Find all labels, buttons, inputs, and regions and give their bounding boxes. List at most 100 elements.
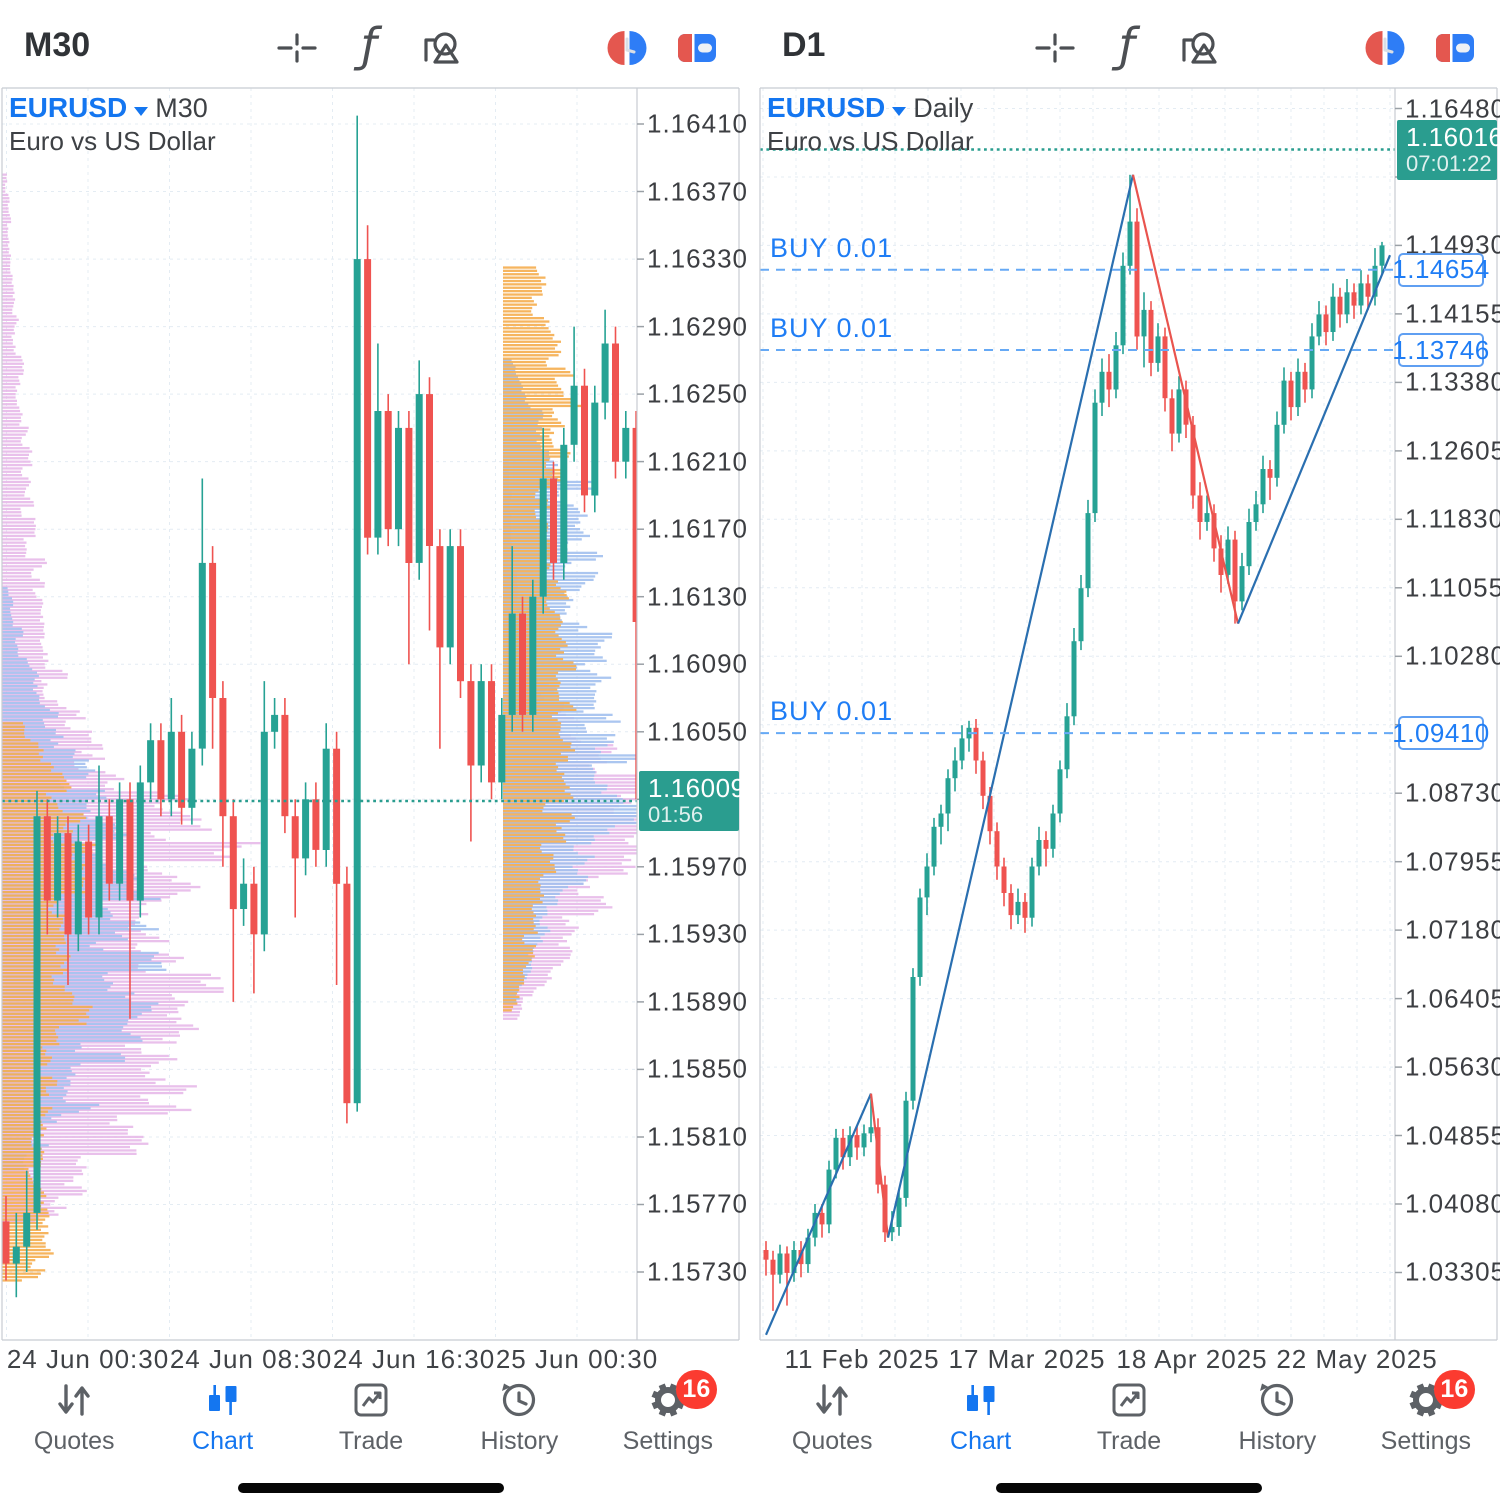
symbol-description: Euro vs US Dollar [767,126,974,156]
svg-text:BUY 0.01: BUY 0.01 [770,696,893,726]
price-axis-label: 1.15850 [647,1053,748,1084]
candlestick-chart[interactable]: BUY 0.01 BUY 0.01 BUY 0.01 [758,0,1500,1360]
chart-panel-m30: M30 ƒ 1.16410 1.16370 1.16330 1.16290 1.1625… [0,0,747,1510]
price-axis-label: 1.15930 [647,918,748,949]
indicators-icon[interactable]: ƒ [1103,24,1151,72]
crosshair-icon[interactable] [1031,24,1079,72]
time-axis-label: 11 Feb 2025 [784,1344,940,1374]
time-axis-label: 17 Mar 2025 [948,1344,1106,1374]
crosshair-icon[interactable] [273,24,321,72]
grid [760,88,1395,1340]
volume-profile-overlay [2,173,637,1282]
tab-settings[interactable]: Settings 16 [594,1370,742,1456]
tab-trade[interactable]: Trade [1055,1376,1203,1456]
order-price-box[interactable]: 1.09410 [1392,716,1489,751]
chevron-down-icon [892,107,907,117]
tab-history[interactable]: History [1203,1376,1351,1456]
price-axis-label: 1.16130 [647,581,748,612]
symbol-name[interactable]: EURUSD [767,92,886,123]
notification-badge: 16 [1433,1370,1475,1409]
symbol-legend[interactable]: EURUSD M30 Euro vs US Dollar [9,92,216,157]
candlesticks [2,115,637,1298]
time-axis-label: 18 Apr 2025 [1116,1344,1268,1374]
symbol-description: Euro vs US Dollar [9,126,216,156]
price-axis-label: 1.15770 [647,1188,748,1219]
quotes-icon [58,1384,90,1416]
time-axis-label: 24 Jun 08:30 [169,1344,333,1374]
time-axis-label: 22 May 2025 [1276,1344,1438,1374]
split-window-icon[interactable] [673,24,721,72]
home-indicator[interactable] [238,1483,504,1493]
price-axis-label: 1.16370 [647,176,748,207]
price-axis-label: 1.16330 [647,243,748,274]
price-axis-label: 1.16090 [647,648,748,679]
objects-icon[interactable] [418,24,466,72]
tab-quotes[interactable]: Quotes [0,1376,148,1456]
buy-order-lines: BUY 0.01 BUY 0.01 BUY 0.01 [760,233,1395,735]
price-axis-label: 1.08730 [1405,777,1500,808]
split-clock-icon[interactable] [603,24,651,72]
price-axis-label: 1.03305 [1405,1256,1500,1287]
chart-icon [208,1385,237,1415]
home-indicator[interactable] [996,1483,1262,1493]
price-axis-label: 1.11830 [1405,503,1500,534]
price-axis-label: 1.06405 [1405,983,1500,1014]
price-axis-label: 1.15890 [647,986,748,1017]
grid [2,88,637,1340]
tab-history[interactable]: History [445,1376,593,1456]
price-axis-label: 1.11055 [1405,572,1500,603]
page-title: M30 [24,26,91,64]
svg-text:BUY 0.01: BUY 0.01 [770,313,893,343]
chart-frame [1,87,740,1341]
history-icon [1260,1383,1294,1417]
order-price-box[interactable]: 1.14654 [1392,252,1489,287]
price-axis-label: 1.14155 [1405,298,1500,329]
zigzag-line [764,174,1392,1336]
objects-icon[interactable] [1176,24,1224,72]
tab-quotes[interactable]: Quotes [758,1376,906,1456]
candlestick-chart[interactable] [0,0,742,1360]
trade-icon [354,1383,388,1417]
price-axis-label: 1.04855 [1405,1120,1500,1151]
chart-frame [759,87,1498,1341]
price-axis-label: 1.16480 [1405,93,1500,123]
price-axis-label: 1.15810 [647,1121,748,1152]
price-axis-label: 1.16050 [647,716,748,747]
order-price-box[interactable]: 1.13746 [1392,333,1489,368]
tab-chart[interactable]: Chart [148,1376,296,1456]
quotes-icon [816,1384,848,1416]
price-axis-label: 1.16210 [647,446,748,477]
price-axis-label: 1.07955 [1405,846,1500,877]
price-axis-label: 1.05630 [1405,1051,1500,1082]
indicators-icon[interactable]: ƒ [345,24,393,72]
tab-chart[interactable]: Chart [906,1376,1054,1456]
price-axis-label: 1.07180 [1405,914,1500,945]
split-clock-icon[interactable] [1361,24,1409,72]
chart-panel-d1: D1 ƒ BUY 0.01 BUY 0.01 BUY 0.01 1.16480 1.14… [758,0,1500,1510]
symbol-legend[interactable]: EURUSD Daily Euro vs US Dollar [767,92,974,157]
price-chart-area[interactable]: 1.16410 1.16370 1.16330 1.16290 1.16250 1.162… [0,0,747,1360]
notification-badge: 16 [675,1370,717,1409]
symbol-name[interactable]: EURUSD [9,92,128,123]
svg-text:BUY 0.01: BUY 0.01 [770,233,893,263]
price-axis-label: 1.15970 [647,851,748,882]
price-chart-area[interactable]: BUY 0.01 BUY 0.01 BUY 0.01 1.16480 1.14930 1.… [758,0,1500,1360]
price-axis-label: 1.16290 [647,311,748,342]
price-axis-label: 1.16410 [647,108,748,139]
price-axis-label: 1.12605 [1405,435,1500,466]
tab-bar: Quotes Chart Trade History Settings 16 [0,1370,742,1456]
time-axis-label: 24 Jun 16:30 [332,1344,496,1374]
price-axis-label: 1.15730 [647,1256,748,1287]
trade-icon [1112,1383,1146,1417]
chart-icon [966,1385,995,1415]
tab-settings[interactable]: Settings 16 [1352,1370,1500,1456]
current-price-badge: 1.16009 01:56 [639,771,745,831]
chevron-down-icon [134,107,149,117]
price-axis-label: 1.16250 [647,378,748,409]
tab-bar: Quotes Chart Trade History Settings 16 [758,1370,1500,1456]
price-axis-label: 1.10280 [1405,640,1500,671]
price-axis-label: 1.04080 [1405,1188,1500,1219]
timeframe-label: Daily [913,93,974,123]
split-window-icon[interactable] [1431,24,1479,72]
tab-trade[interactable]: Trade [297,1376,445,1456]
